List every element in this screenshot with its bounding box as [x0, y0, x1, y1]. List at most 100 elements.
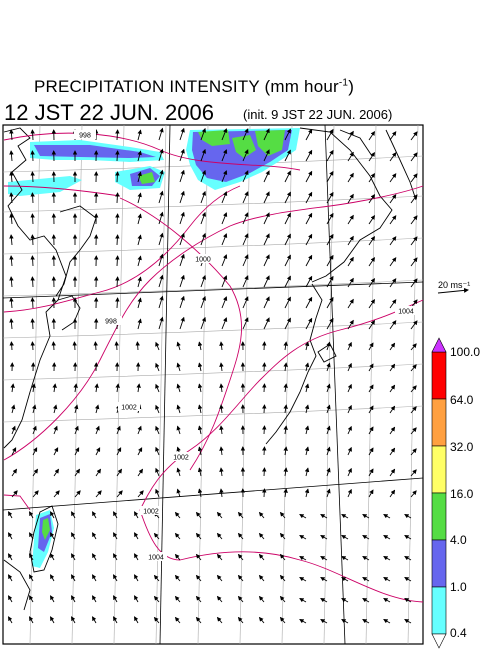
wind-vector [158, 316, 164, 330]
wind-vector [29, 616, 34, 624]
wind-vector [92, 511, 97, 519]
wind-vector [197, 488, 203, 498]
wind-vector [115, 297, 120, 309]
wind-vector [326, 191, 334, 204]
wind-vector [284, 254, 291, 267]
isobar-label-bg [145, 552, 167, 561]
wind-vector [305, 275, 313, 288]
wind-vector [383, 598, 391, 603]
wind-vector [71, 553, 76, 561]
wind-vector [237, 511, 244, 519]
wind-vector [320, 577, 328, 582]
wind-vector [242, 128, 249, 141]
wind-vector [304, 425, 310, 435]
wind-vector [113, 595, 118, 603]
wind-vector [137, 318, 142, 330]
wind-vector [134, 511, 139, 519]
wind-vector [137, 192, 142, 204]
wind-vector [155, 362, 160, 372]
wind-vector [30, 171, 35, 183]
wind-vector [137, 129, 142, 141]
wind-vector [404, 556, 412, 561]
wind-vector [11, 490, 18, 498]
wind-vector [326, 488, 331, 498]
wind-vector [219, 425, 224, 435]
wind-vector [32, 425, 37, 435]
wind-vector [30, 150, 35, 162]
wind-vector [9, 318, 14, 330]
wind-vector [158, 127, 164, 141]
wind-vector [30, 318, 35, 330]
wind-vector [341, 577, 349, 582]
wind-vector [195, 574, 202, 582]
wind-vector [389, 405, 396, 414]
wind-vector [197, 362, 203, 372]
wind-vector [404, 619, 412, 624]
wind-vector [283, 404, 288, 414]
wind-vector [242, 275, 249, 288]
wind-vector [389, 384, 396, 393]
wind-vector [155, 383, 160, 393]
wind-vector [326, 425, 331, 435]
wind-vector [71, 595, 76, 603]
wind-vector [29, 511, 34, 519]
isobar-label: 1002 [143, 509, 159, 516]
wind-vector [320, 514, 328, 519]
wind-vector [137, 171, 142, 183]
wind-vector [263, 191, 270, 204]
wind-vector [283, 446, 288, 456]
wind-vector [237, 553, 244, 561]
wind-vector [383, 619, 391, 624]
wind-vector [304, 446, 310, 456]
wind-vector [11, 468, 18, 477]
wind-vector [219, 383, 224, 393]
wind-vector [347, 383, 352, 393]
wind-vector [368, 298, 375, 309]
wind-vector [137, 297, 142, 309]
wind-vector [299, 535, 307, 540]
wind-vector [410, 469, 417, 477]
wind-vector [263, 149, 270, 162]
wind-vector [347, 298, 354, 309]
wind-vector [116, 468, 123, 477]
wind-vector [158, 148, 164, 162]
wind-vector [389, 320, 397, 330]
wind-vector [219, 446, 224, 456]
wind-vector [389, 152, 397, 162]
longitude-line [407, 124, 419, 645]
wind-vector [179, 232, 185, 246]
wind-vector [410, 173, 418, 183]
wind-vector [368, 342, 374, 351]
wind-vector [174, 616, 181, 624]
colorbar-segment [431, 351, 447, 400]
wind-vector [305, 149, 313, 162]
wind-vector [116, 490, 123, 498]
wind-vector [155, 425, 160, 435]
wind-vector [219, 362, 224, 372]
wind-vector [284, 275, 291, 288]
wind-vector [320, 556, 328, 561]
isobar-label: 1004 [148, 555, 164, 562]
colorbar [431, 337, 447, 649]
wind-vector [389, 426, 396, 435]
wind-vector [8, 574, 13, 582]
wind-vector [304, 488, 310, 498]
wind-vector [389, 447, 396, 456]
wind-vector [74, 447, 80, 456]
wind-vector [242, 233, 249, 246]
wind-vector [179, 169, 185, 183]
wind-vector [174, 532, 181, 540]
wind-vector [50, 532, 55, 540]
wind-vector [30, 213, 35, 225]
wind-vector [368, 151, 375, 162]
wind-vector [389, 468, 396, 477]
wind-vector [179, 127, 185, 141]
wind-vector [30, 276, 35, 288]
wind-vector [242, 254, 249, 267]
init-datetime: (init. 9 JST 22 JUN. 2006) [243, 107, 393, 122]
wind-vector [74, 468, 81, 477]
wind-vector [410, 152, 418, 162]
wind-vector [176, 488, 181, 498]
wind-vector [197, 341, 203, 351]
colorbar-label: 0.4 [450, 626, 467, 640]
